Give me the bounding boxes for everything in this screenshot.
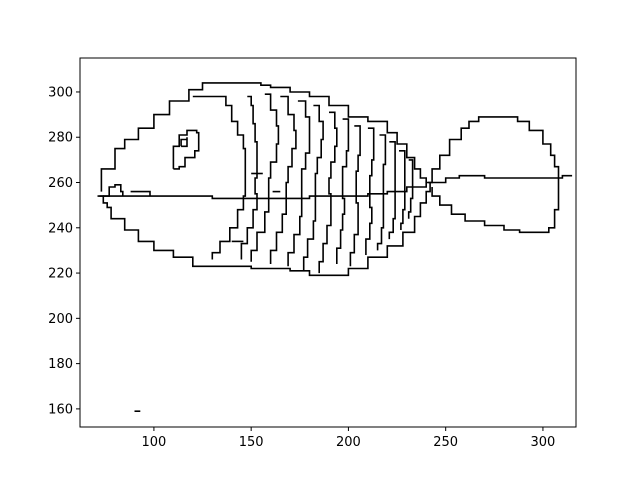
series-line-9 xyxy=(192,95,247,260)
x-tick-label: 200 xyxy=(336,435,361,450)
x-axis: 100 150 200 250 300 xyxy=(141,427,555,450)
series-line-6 xyxy=(180,137,188,148)
series-line-8 xyxy=(130,190,151,197)
series-line-10 xyxy=(240,95,258,260)
y-tick-label: 240 xyxy=(48,221,73,236)
y-tick-label: 300 xyxy=(48,85,73,100)
y-axis: 160 180 200 220 240 260 280 300 xyxy=(48,85,80,417)
x-tick-label: 150 xyxy=(239,435,264,450)
y-tick-label: 260 xyxy=(48,176,73,191)
x-tick-label: 300 xyxy=(531,435,556,450)
series-line-2 xyxy=(97,182,431,277)
series-line-18 xyxy=(365,127,375,255)
series-line-13 xyxy=(287,100,311,267)
series-line-5 xyxy=(172,129,200,170)
series-line-12 xyxy=(269,95,297,264)
series-line-1 xyxy=(100,82,427,192)
series-line-15 xyxy=(318,111,338,274)
series-line-11 xyxy=(250,93,280,262)
y-tick-label: 200 xyxy=(48,312,73,327)
series-line-16 xyxy=(336,118,350,264)
series-line-19 xyxy=(376,134,387,251)
y-tick-label: 220 xyxy=(48,267,73,282)
series-line-3 xyxy=(99,174,573,200)
series-line-21 xyxy=(399,150,406,230)
x-tick-label: 250 xyxy=(433,435,458,450)
series-line-20 xyxy=(388,141,396,240)
y-tick-label: 280 xyxy=(48,131,73,146)
series-line-7 xyxy=(103,184,124,197)
x-tick-label: 100 xyxy=(141,435,166,450)
plot-area xyxy=(79,57,577,428)
series-line-22 xyxy=(407,159,414,219)
series-line-14 xyxy=(302,104,324,271)
y-tick-label: 160 xyxy=(48,402,73,417)
series-line-17 xyxy=(349,125,361,267)
series-line-4 xyxy=(428,116,560,234)
y-tick-label: 180 xyxy=(48,357,73,372)
series-layer xyxy=(97,82,573,412)
